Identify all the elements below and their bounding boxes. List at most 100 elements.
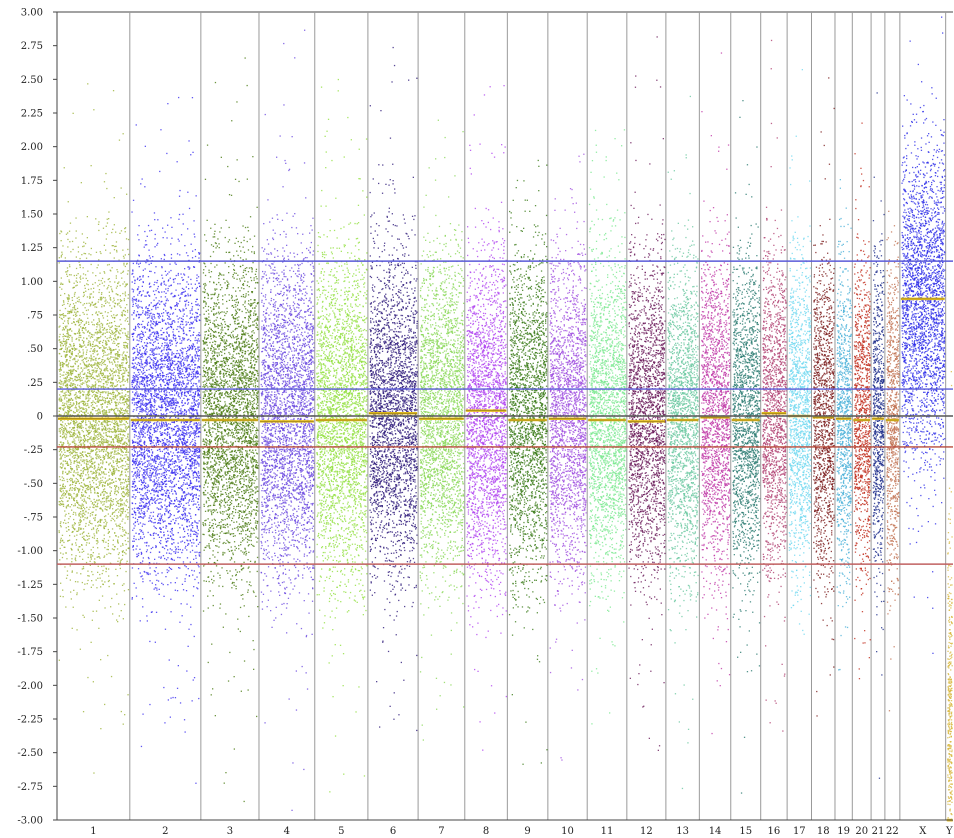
probe-point: [112, 331, 114, 333]
probe-point: [90, 333, 93, 335]
probe-point: [98, 433, 100, 435]
probe-point: [74, 324, 77, 326]
probe-point: [125, 410, 127, 412]
probe-point: [196, 506, 198, 508]
probe-point: [128, 407, 130, 409]
probe-point: [93, 433, 95, 435]
probe-point: [113, 317, 116, 319]
probe-point: [87, 535, 89, 537]
probe-point: [107, 506, 109, 508]
probe-point: [64, 471, 67, 473]
probe-point: [119, 433, 121, 435]
probe-point: [69, 448, 71, 450]
probe-point: [113, 447, 115, 450]
probe-point: [71, 570, 73, 572]
probe-point: [126, 347, 129, 349]
probe-point: [103, 391, 105, 393]
probe-point: [168, 497, 170, 499]
probe-point: [156, 430, 158, 432]
probe-point: [95, 476, 97, 478]
probe-point: [107, 401, 109, 403]
probe-point: [126, 193, 128, 195]
probe-point: [59, 501, 61, 503]
probe-point: [108, 478, 110, 480]
probe-point: [132, 420, 134, 422]
probe-point: [64, 433, 66, 435]
probe-point: [70, 356, 72, 358]
probe-point: [96, 367, 98, 370]
probe-point: [82, 342, 85, 344]
probe-point: [157, 359, 159, 362]
probe-point: [101, 442, 103, 444]
probe-point: [123, 367, 125, 369]
probe-point: [70, 373, 72, 375]
probe-point: [89, 425, 91, 427]
probe-point: [143, 455, 146, 457]
probe-point: [65, 340, 67, 342]
probe-point: [90, 430, 92, 432]
probe-point: [122, 356, 124, 358]
probe-point: [111, 431, 113, 433]
probe-point: [123, 502, 125, 504]
probe-point: [143, 516, 145, 518]
probe-point: [144, 436, 146, 438]
probe-point: [103, 413, 105, 415]
probe-point: [73, 293, 76, 295]
probe-point: [91, 321, 93, 323]
probe-point: [118, 302, 120, 304]
probe-point: [96, 405, 98, 407]
probe-point: [152, 376, 154, 378]
probe-point: [101, 344, 104, 347]
probe-point: [155, 339, 157, 341]
probe-point: [97, 390, 99, 392]
probe-point: [165, 374, 168, 376]
probe-point: [82, 400, 84, 402]
probe-point: [96, 434, 99, 436]
probe-point: [105, 225, 107, 227]
probe-point: [123, 423, 125, 425]
probe-point: [108, 430, 110, 432]
probe-point: [96, 556, 98, 558]
probe-point: [116, 485, 118, 487]
probe-point: [128, 253, 130, 256]
probe-point: [98, 553, 100, 555]
probe-point: [114, 361, 116, 364]
probe-point: [157, 469, 159, 471]
probe-point: [153, 395, 156, 397]
probe-point: [72, 358, 74, 361]
probe-point: [69, 430, 71, 432]
probe-point: [84, 411, 86, 413]
probe-point: [95, 472, 97, 474]
probe-point: [101, 410, 103, 413]
probe-point: [124, 468, 126, 471]
probe-point: [93, 468, 95, 470]
probe-point: [81, 544, 83, 546]
probe-point: [67, 540, 69, 542]
probe-point: [97, 541, 99, 543]
probe-point: [142, 495, 145, 497]
probe-point: [142, 269, 144, 271]
probe-point: [93, 424, 95, 427]
probe-point: [137, 325, 139, 327]
probe-point: [123, 346, 125, 348]
probe-point: [79, 475, 81, 477]
probe-point: [171, 351, 173, 353]
probe-point: [109, 357, 111, 360]
probe-point: [160, 505, 162, 507]
probe-point: [104, 491, 106, 493]
probe-point: [97, 466, 100, 468]
probe-point: [81, 447, 84, 449]
probe-point: [109, 515, 112, 517]
probe-point: [87, 404, 89, 407]
probe-point: [117, 437, 119, 439]
probe-point: [59, 454, 61, 456]
probe-point: [83, 344, 86, 346]
probe-point: [66, 384, 69, 386]
probe-point: [184, 435, 186, 437]
probe-point: [63, 425, 65, 427]
probe-point: [78, 329, 80, 331]
probe-point: [88, 323, 90, 325]
probe-point: [103, 527, 105, 530]
probe-point: [118, 437, 120, 440]
probe-point: [60, 345, 62, 347]
